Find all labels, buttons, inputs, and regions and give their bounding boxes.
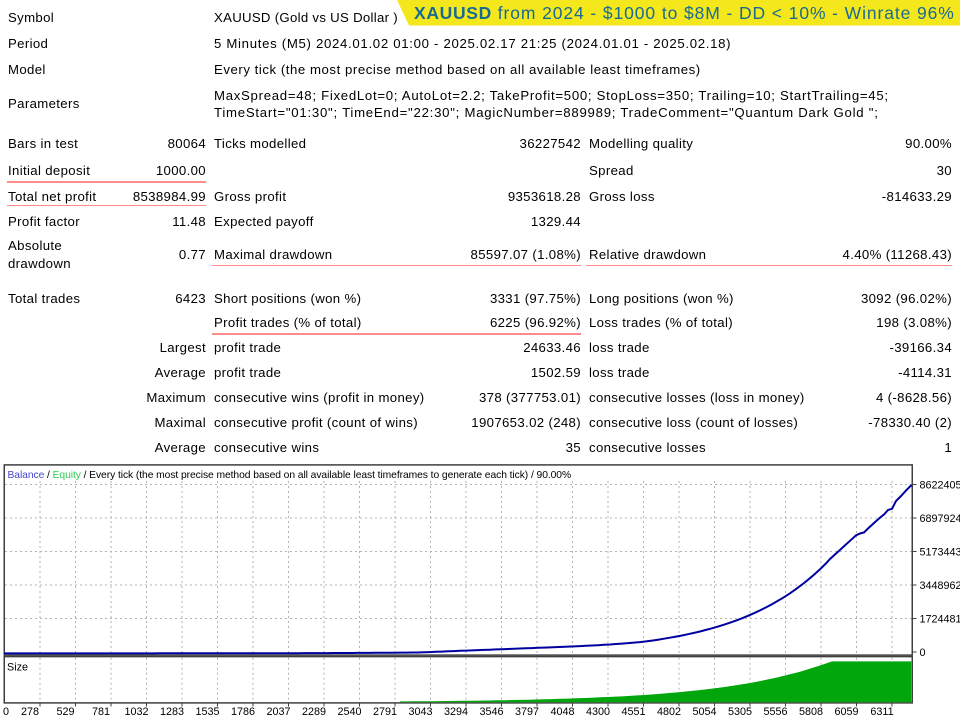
svg-text:529: 529 [56,706,74,718]
svg-text:5808: 5808 [799,706,823,718]
svg-text:5054: 5054 [692,706,716,718]
svg-text:3043: 3043 [408,706,432,718]
svg-text:278: 278 [21,706,39,718]
svg-text:5173443: 5173443 [920,546,960,558]
svg-text:Size: Size [7,662,28,674]
svg-text:1283: 1283 [160,706,184,718]
svg-text:3797: 3797 [515,706,539,718]
svg-text:1535: 1535 [195,706,219,718]
svg-text:3546: 3546 [479,706,503,718]
svg-text:6897924: 6897924 [920,513,960,525]
svg-text:4300: 4300 [586,706,610,718]
svg-text:Balance / Equity / Every tick: Balance / Equity / Every tick (the most … [8,470,572,481]
svg-text:1786: 1786 [231,706,255,718]
svg-text:2037: 2037 [266,706,290,718]
svg-text:1724481: 1724481 [920,613,960,625]
svg-text:8622405: 8622405 [920,479,960,491]
svg-text:781: 781 [92,706,110,718]
svg-text:2289: 2289 [302,706,326,718]
svg-text:1032: 1032 [124,706,148,718]
svg-text:4551: 4551 [621,706,645,718]
svg-text:0: 0 [920,647,926,659]
svg-text:4802: 4802 [657,706,681,718]
svg-text:4048: 4048 [550,706,574,718]
svg-text:5305: 5305 [728,706,752,718]
svg-text:5556: 5556 [763,706,787,718]
svg-text:2791: 2791 [373,706,397,718]
svg-text:3448962: 3448962 [920,580,960,592]
svg-text:0: 0 [3,706,9,718]
svg-text:6311: 6311 [870,706,893,718]
svg-text:6059: 6059 [834,706,858,718]
svg-text:2540: 2540 [337,706,361,718]
svg-text:3294: 3294 [444,706,468,718]
